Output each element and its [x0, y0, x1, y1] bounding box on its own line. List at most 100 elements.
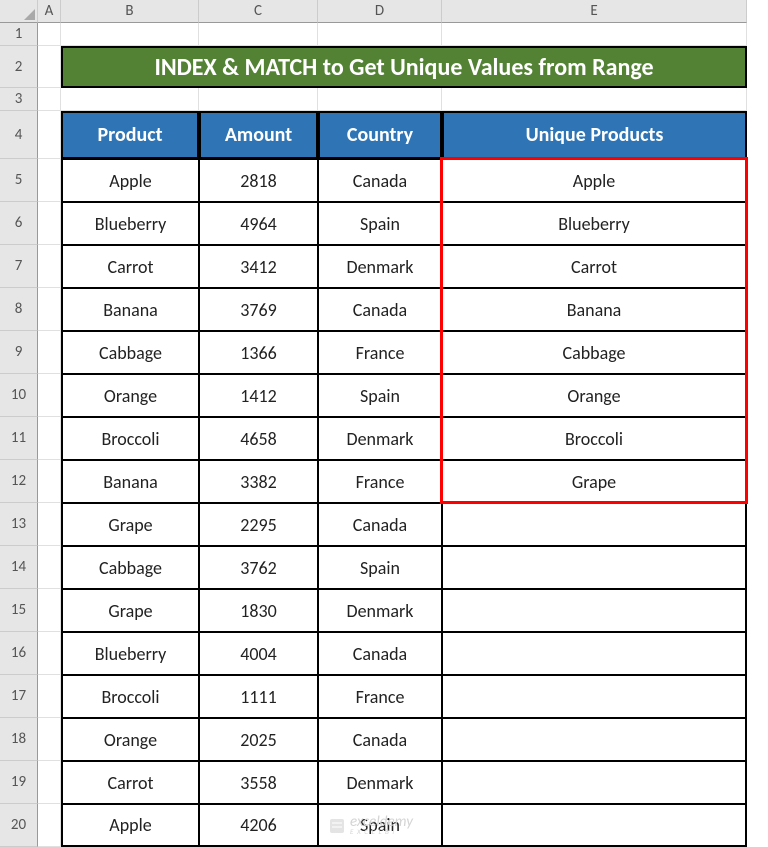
- cell-A11[interactable]: [38, 417, 61, 460]
- cell-B18[interactable]: Orange: [61, 718, 199, 761]
- cell-C18[interactable]: 2025: [199, 718, 318, 761]
- cell-D18[interactable]: Canada: [318, 718, 442, 761]
- row-header-3[interactable]: 3: [0, 88, 38, 111]
- cell-A18[interactable]: [38, 718, 61, 761]
- row-header-4[interactable]: 4: [0, 111, 38, 159]
- cell-B5[interactable]: Apple: [61, 159, 199, 202]
- cell-C16[interactable]: 4004: [199, 632, 318, 675]
- cell-A13[interactable]: [38, 503, 61, 546]
- cell-B7[interactable]: Carrot: [61, 245, 199, 288]
- row-header-7[interactable]: 7: [0, 245, 38, 288]
- cell-C1[interactable]: [199, 23, 318, 46]
- cell-A17[interactable]: [38, 675, 61, 718]
- cell-E5[interactable]: Apple: [442, 159, 747, 202]
- cell-C7[interactable]: 3412: [199, 245, 318, 288]
- cell-A2[interactable]: [38, 46, 61, 88]
- table-header-amount[interactable]: Amount: [199, 111, 318, 159]
- row-header-19[interactable]: 19: [0, 761, 38, 804]
- select-all-corner[interactable]: [0, 0, 38, 23]
- table-header-product[interactable]: Product: [61, 111, 199, 159]
- row-header-8[interactable]: 8: [0, 288, 38, 331]
- cell-A3[interactable]: [38, 88, 61, 111]
- cell-C13[interactable]: 2295: [199, 503, 318, 546]
- cell-D3[interactable]: [318, 88, 442, 111]
- cell-A15[interactable]: [38, 589, 61, 632]
- cell-D15[interactable]: Denmark: [318, 589, 442, 632]
- cell-E16[interactable]: [442, 632, 747, 675]
- cell-D10[interactable]: Spain: [318, 374, 442, 417]
- cell-C11[interactable]: 4658: [199, 417, 318, 460]
- cell-C12[interactable]: 3382: [199, 460, 318, 503]
- cell-B3[interactable]: [61, 88, 199, 111]
- cell-D17[interactable]: France: [318, 675, 442, 718]
- table-header-unique-products[interactable]: Unique Products: [442, 111, 747, 159]
- cell-B13[interactable]: Grape: [61, 503, 199, 546]
- cell-D8[interactable]: Canada: [318, 288, 442, 331]
- cell-B14[interactable]: Cabbage: [61, 546, 199, 589]
- title-cell[interactable]: INDEX & MATCH to Get Unique Values from …: [61, 46, 747, 88]
- cell-B11[interactable]: Broccoli: [61, 417, 199, 460]
- cell-B17[interactable]: Broccoli: [61, 675, 199, 718]
- cell-C9[interactable]: 1366: [199, 331, 318, 374]
- column-header-E[interactable]: E: [442, 0, 747, 23]
- cell-B8[interactable]: Banana: [61, 288, 199, 331]
- row-header-10[interactable]: 10: [0, 374, 38, 417]
- column-header-C[interactable]: C: [199, 0, 318, 23]
- cell-A9[interactable]: [38, 331, 61, 374]
- cell-A1[interactable]: [38, 23, 61, 46]
- cell-E18[interactable]: [442, 718, 747, 761]
- table-header-country[interactable]: Country: [318, 111, 442, 159]
- cell-A12[interactable]: [38, 460, 61, 503]
- cell-A14[interactable]: [38, 546, 61, 589]
- cell-E3[interactable]: [442, 88, 747, 111]
- cell-B15[interactable]: Grape: [61, 589, 199, 632]
- column-header-D[interactable]: D: [318, 0, 442, 23]
- cell-C6[interactable]: 4964: [199, 202, 318, 245]
- cell-A6[interactable]: [38, 202, 61, 245]
- cell-D6[interactable]: Spain: [318, 202, 442, 245]
- cell-C3[interactable]: [199, 88, 318, 111]
- row-header-17[interactable]: 17: [0, 675, 38, 718]
- row-header-2[interactable]: 2: [0, 46, 38, 88]
- row-header-12[interactable]: 12: [0, 460, 38, 503]
- cell-B10[interactable]: Orange: [61, 374, 199, 417]
- cell-A19[interactable]: [38, 761, 61, 804]
- row-header-14[interactable]: 14: [0, 546, 38, 589]
- row-header-5[interactable]: 5: [0, 159, 38, 202]
- cell-E1[interactable]: [442, 23, 747, 46]
- cell-A8[interactable]: [38, 288, 61, 331]
- cell-B20[interactable]: Apple: [61, 804, 199, 847]
- row-header-13[interactable]: 13: [0, 503, 38, 546]
- cell-B6[interactable]: Blueberry: [61, 202, 199, 245]
- column-header-A[interactable]: A: [38, 0, 61, 23]
- cell-D9[interactable]: France: [318, 331, 442, 374]
- cell-D20[interactable]: Spain: [318, 804, 442, 847]
- cell-B16[interactable]: Blueberry: [61, 632, 199, 675]
- row-header-1[interactable]: 1: [0, 23, 38, 46]
- cell-D11[interactable]: Denmark: [318, 417, 442, 460]
- cell-B19[interactable]: Carrot: [61, 761, 199, 804]
- cell-C8[interactable]: 3769: [199, 288, 318, 331]
- cell-E14[interactable]: [442, 546, 747, 589]
- row-header-20[interactable]: 20: [0, 804, 38, 847]
- column-header-B[interactable]: B: [61, 0, 199, 23]
- cell-C10[interactable]: 1412: [199, 374, 318, 417]
- cell-E9[interactable]: Cabbage: [442, 331, 747, 374]
- cell-B12[interactable]: Banana: [61, 460, 199, 503]
- cell-D13[interactable]: Canada: [318, 503, 442, 546]
- cell-D1[interactable]: [318, 23, 442, 46]
- cell-A16[interactable]: [38, 632, 61, 675]
- cell-B1[interactable]: [61, 23, 199, 46]
- row-header-16[interactable]: 16: [0, 632, 38, 675]
- cell-A4[interactable]: [38, 111, 61, 159]
- cell-D19[interactable]: Denmark: [318, 761, 442, 804]
- cell-E10[interactable]: Orange: [442, 374, 747, 417]
- cell-E13[interactable]: [442, 503, 747, 546]
- cell-C15[interactable]: 1830: [199, 589, 318, 632]
- cell-E8[interactable]: Banana: [442, 288, 747, 331]
- cell-D12[interactable]: France: [318, 460, 442, 503]
- cell-D5[interactable]: Canada: [318, 159, 442, 202]
- cell-C19[interactable]: 3558: [199, 761, 318, 804]
- row-header-9[interactable]: 9: [0, 331, 38, 374]
- cell-D7[interactable]: Denmark: [318, 245, 442, 288]
